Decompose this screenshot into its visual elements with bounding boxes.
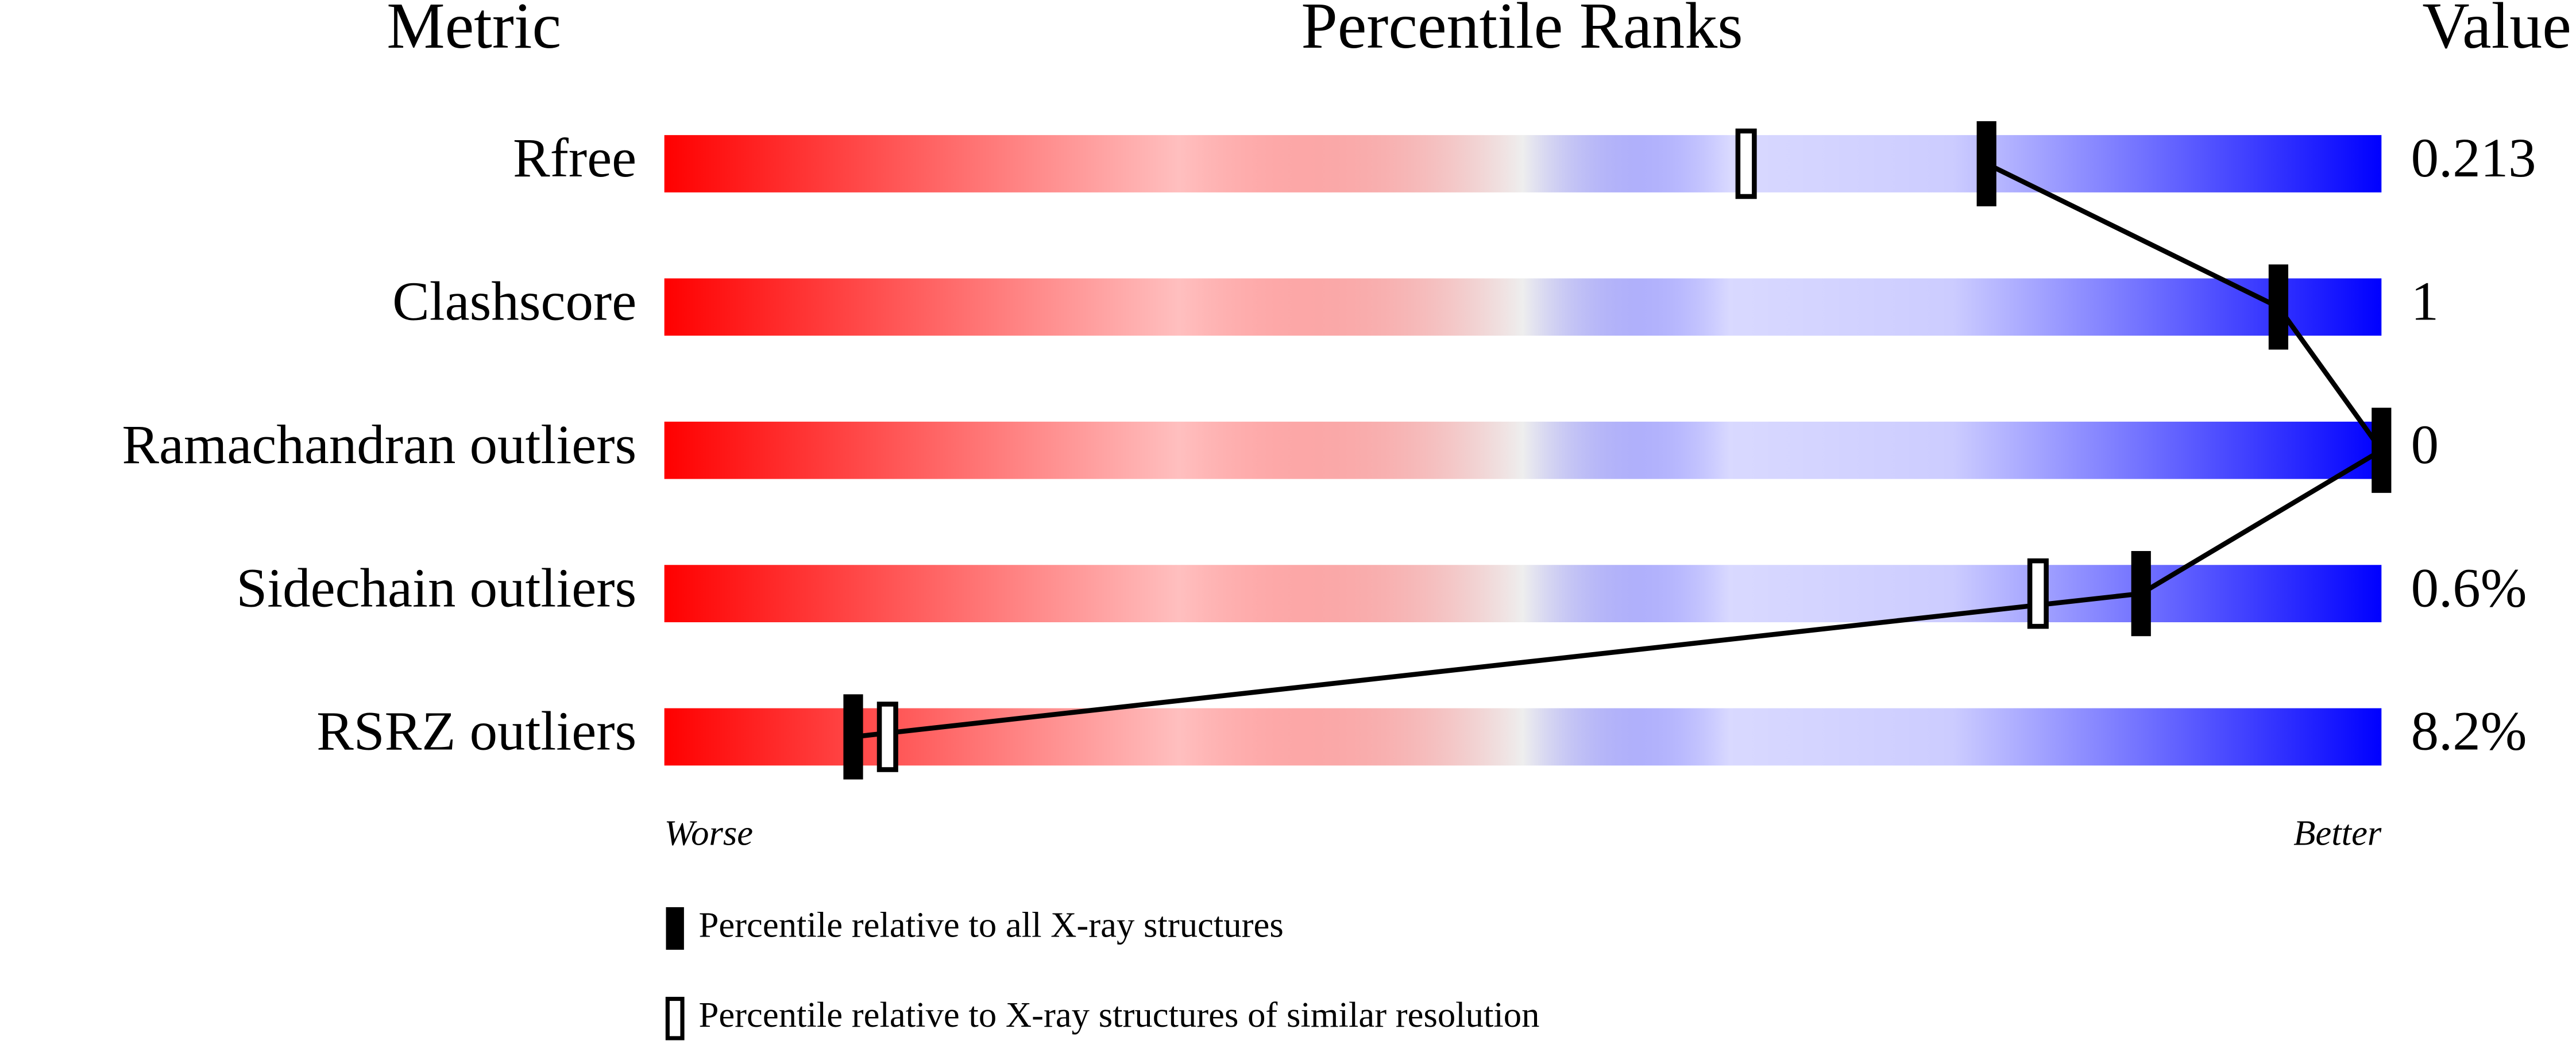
metric-value: 0: [2411, 414, 2439, 475]
metric-label: Ramachandran outliers: [122, 414, 636, 475]
metric-label: Clashscore: [392, 271, 636, 332]
header-value: Value: [2422, 0, 2571, 62]
header-metric: Metric: [387, 0, 561, 62]
metric-value: 0.213: [2411, 127, 2536, 188]
marker-all: [2372, 407, 2392, 493]
percentile-bar: [664, 135, 2382, 192]
metric-value: 8.2%: [2411, 700, 2527, 762]
marker-all: [2268, 264, 2289, 350]
metric-label: RSRZ outliers: [316, 700, 636, 762]
percentile-bar: [664, 565, 2382, 622]
legend-label: Percentile relative to all X-ray structu…: [698, 904, 1283, 945]
marker-similar: [1735, 128, 1757, 199]
marker-similar: [876, 702, 898, 772]
metric-label: Sidechain outliers: [236, 557, 636, 618]
metric-value: 0.6%: [2411, 557, 2527, 618]
percentile-bar: [664, 278, 2382, 336]
marker-all: [843, 694, 863, 780]
legend-swatch: [666, 907, 684, 950]
marker-all: [1976, 121, 1996, 207]
marker-all: [2131, 551, 2151, 637]
percentile-bar: [664, 708, 2382, 766]
header-percentile: Percentile Ranks: [1301, 0, 1743, 62]
metric-label: Rfree: [513, 127, 636, 188]
worse-label: Worse: [665, 813, 753, 853]
legend-label: Percentile relative to X-ray structures …: [698, 995, 1539, 1035]
marker-similar: [2027, 558, 2049, 629]
percentile-bar: [664, 421, 2382, 479]
metric-value: 1: [2411, 271, 2439, 332]
legend-swatch: [665, 996, 685, 1041]
better-label: Better: [2293, 813, 2382, 853]
